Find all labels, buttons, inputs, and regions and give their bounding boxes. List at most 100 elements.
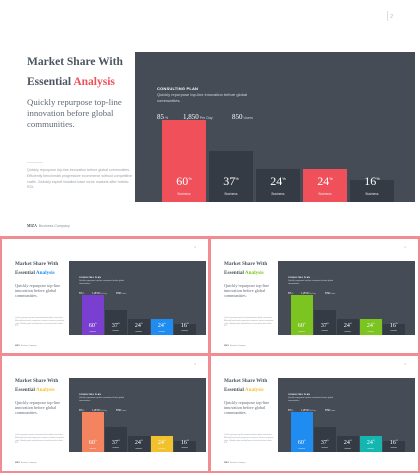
bar-category-label: Business bbox=[89, 331, 96, 333]
bar-value-label: 16% bbox=[180, 322, 189, 329]
slide-subtitle: Quickly repurpose top-line innovation be… bbox=[27, 97, 122, 129]
bar-4: 24% Business bbox=[151, 436, 173, 452]
bar-category-label: Business bbox=[181, 448, 188, 450]
bar-category-label: Business bbox=[321, 448, 328, 450]
bar-3: 24% Business bbox=[256, 169, 300, 202]
stat-value: 850 bbox=[116, 291, 122, 295]
slide-variant-2[interactable]: 2 Market Share With Essential Analysis Q… bbox=[211, 239, 418, 353]
bar-value-label: 16% bbox=[389, 439, 398, 446]
logo-subtext: Business Company bbox=[229, 345, 246, 347]
stat-3: 850Users bbox=[232, 113, 253, 121]
bar-category-label: Business bbox=[181, 331, 188, 333]
title-line-2: Essential Analysis bbox=[224, 269, 267, 278]
title-line-1: Market Share With bbox=[15, 378, 59, 384]
stat-value: 85 bbox=[79, 408, 83, 412]
slide-main[interactable]: 2 Market Share With Essential Analysis Q… bbox=[0, 0, 420, 236]
stat-1: 85% bbox=[79, 291, 85, 295]
chart-panel: CONSULTING PLAN Quickly repurpose top-li… bbox=[135, 52, 415, 202]
bar-value-label: 37% bbox=[223, 173, 239, 188]
bar-value-label: 60% bbox=[176, 174, 192, 188]
title-highlight: Analysis bbox=[35, 270, 55, 276]
plan-description: Quickly repurpose top-line innovation be… bbox=[79, 280, 125, 285]
stat-1: 85% bbox=[79, 408, 85, 412]
bar-value-label: 60% bbox=[297, 323, 306, 329]
bar-4: 24% Business bbox=[360, 319, 382, 335]
bar-value-label: 37% bbox=[111, 439, 120, 446]
chart-panel: CONSULTING PLAN Quickly repurpose top-li… bbox=[69, 378, 206, 452]
stat-unit: Users bbox=[243, 116, 253, 120]
bar-value-label: 24% bbox=[270, 173, 286, 188]
stat-value: 1,850 bbox=[301, 291, 309, 295]
bar-value-label: 16% bbox=[389, 322, 398, 329]
plan-title: CONSULTING PLAN bbox=[79, 277, 102, 279]
chart-panel: CONSULTING PLAN Quickly repurpose top-li… bbox=[278, 261, 415, 335]
bar-category-label: Business bbox=[367, 331, 374, 333]
stat-unit: Users bbox=[121, 410, 127, 412]
bar-5: 16% Business bbox=[174, 322, 196, 335]
bar-category-label: Business bbox=[298, 331, 305, 333]
company-logo: MIZABusiness Company bbox=[224, 343, 245, 347]
stat-unit: % bbox=[82, 293, 85, 295]
company-logo: MIZABusiness Company bbox=[224, 460, 245, 464]
page-number-divider bbox=[387, 11, 388, 21]
slide-variant-1[interactable]: 2 Market Share With Essential Analysis Q… bbox=[2, 239, 208, 353]
stat-value: 850 bbox=[116, 408, 122, 412]
title-prefix: Essential bbox=[27, 76, 74, 88]
stat-unit: Users bbox=[330, 410, 336, 412]
bar-category-label: Business bbox=[271, 191, 285, 196]
stat-value: 85 bbox=[157, 113, 164, 121]
bar-value-label: 24% bbox=[134, 323, 143, 329]
chart-panel: CONSULTING PLAN Quickly repurpose top-li… bbox=[69, 261, 206, 335]
logo-subtext: Business Company bbox=[20, 462, 37, 464]
stat-2: 1,850Per Day bbox=[92, 291, 107, 295]
stat-value: 85 bbox=[288, 291, 292, 295]
stat-value: 1,850 bbox=[183, 113, 199, 121]
logo-subtext: Business Company bbox=[229, 462, 246, 464]
stat-unit: Users bbox=[330, 293, 336, 295]
title-line-2: Essential Analysis bbox=[27, 72, 123, 92]
slide-variant-3[interactable]: 2 Market Share With Essential Analysis Q… bbox=[2, 356, 208, 471]
body-text: Quickly repurpose top-line innovation be… bbox=[15, 317, 65, 328]
plan-description: Quickly repurpose top-line innovation be… bbox=[157, 92, 248, 103]
slide-variant-4[interactable]: 2 Market Share With Essential Analysis Q… bbox=[211, 356, 418, 471]
slide-title: Market Share With Essential Analysis bbox=[15, 377, 58, 395]
bar-value-label: 16% bbox=[364, 173, 380, 188]
bar-value-label: 60% bbox=[88, 323, 97, 329]
bar-category-label: Business bbox=[112, 448, 119, 450]
bar-3: 24% Business bbox=[337, 436, 359, 452]
title-line-2: Essential Analysis bbox=[224, 386, 267, 395]
title-line-1: Market Share With bbox=[15, 261, 59, 267]
bar-2: 37% Business bbox=[314, 427, 336, 452]
bar-category-label: Business bbox=[135, 331, 142, 333]
stat-value: 85 bbox=[288, 408, 292, 412]
stat-value: 1,850 bbox=[92, 408, 100, 412]
bar-value-label: 24% bbox=[343, 323, 352, 329]
slide-subtitle: Quickly repurpose top-line innovation be… bbox=[224, 283, 270, 299]
stat-2: 1,850Per Day bbox=[92, 408, 107, 412]
logo-text: MIZA bbox=[224, 462, 229, 464]
body-text: Quickly repurpose top-line innovation be… bbox=[27, 168, 132, 190]
stat-3: 850Users bbox=[116, 408, 126, 412]
bar-1: 60% Business bbox=[82, 412, 104, 452]
title-line-1: Market Share With bbox=[224, 261, 268, 267]
bar-1: 60% Business bbox=[162, 120, 206, 202]
bar-value-label: 24% bbox=[157, 440, 166, 446]
bar-category-label: Business bbox=[344, 448, 351, 450]
title-line-2: Essential Analysis bbox=[15, 269, 58, 278]
slide-subtitle: Quickly repurpose top-line innovation be… bbox=[15, 283, 61, 299]
stat-value: 850 bbox=[325, 291, 331, 295]
plan-title: CONSULTING PLAN bbox=[288, 394, 311, 396]
bar-value-label: 24% bbox=[134, 440, 143, 446]
bar-2: 37% Business bbox=[314, 310, 336, 335]
stat-value: 1,850 bbox=[92, 291, 100, 295]
bar-1: 60% Business bbox=[82, 295, 104, 335]
title-highlight: Analysis bbox=[244, 270, 264, 276]
logo-text: MIZA bbox=[224, 345, 229, 347]
bar-5: 16% Business bbox=[350, 174, 394, 202]
page-number: 2 bbox=[404, 362, 406, 366]
bar-value-label: 24% bbox=[366, 323, 375, 329]
bar-category-label: Business bbox=[390, 331, 397, 333]
title-line-1: Market Share With bbox=[27, 56, 123, 68]
bar-value-label: 24% bbox=[157, 323, 166, 329]
